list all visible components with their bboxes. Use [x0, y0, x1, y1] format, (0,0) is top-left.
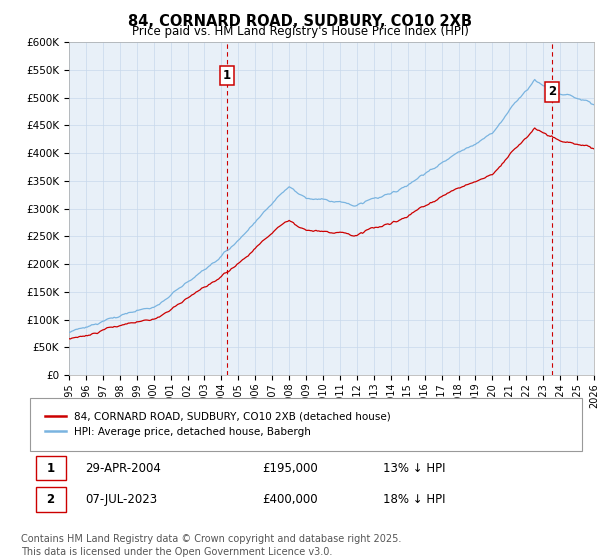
Text: 29-APR-2004: 29-APR-2004	[85, 461, 161, 475]
Text: 18% ↓ HPI: 18% ↓ HPI	[383, 493, 446, 506]
Text: £400,000: £400,000	[262, 493, 317, 506]
Legend: 84, CORNARD ROAD, SUDBURY, CO10 2XB (detached house), HPI: Average price, detach: 84, CORNARD ROAD, SUDBURY, CO10 2XB (det…	[41, 408, 395, 441]
Text: 07-JUL-2023: 07-JUL-2023	[85, 493, 157, 506]
Text: 2: 2	[548, 86, 556, 99]
FancyBboxPatch shape	[35, 487, 66, 512]
Text: Price paid vs. HM Land Registry's House Price Index (HPI): Price paid vs. HM Land Registry's House …	[131, 25, 469, 38]
FancyBboxPatch shape	[35, 456, 66, 480]
Text: 1: 1	[46, 461, 55, 475]
Text: 2: 2	[46, 493, 55, 506]
Text: 1: 1	[223, 69, 231, 82]
Text: Contains HM Land Registry data © Crown copyright and database right 2025.
This d: Contains HM Land Registry data © Crown c…	[21, 534, 401, 557]
Text: £195,000: £195,000	[262, 461, 317, 475]
Text: 13% ↓ HPI: 13% ↓ HPI	[383, 461, 446, 475]
Text: 84, CORNARD ROAD, SUDBURY, CO10 2XB: 84, CORNARD ROAD, SUDBURY, CO10 2XB	[128, 14, 472, 29]
FancyBboxPatch shape	[30, 398, 582, 451]
